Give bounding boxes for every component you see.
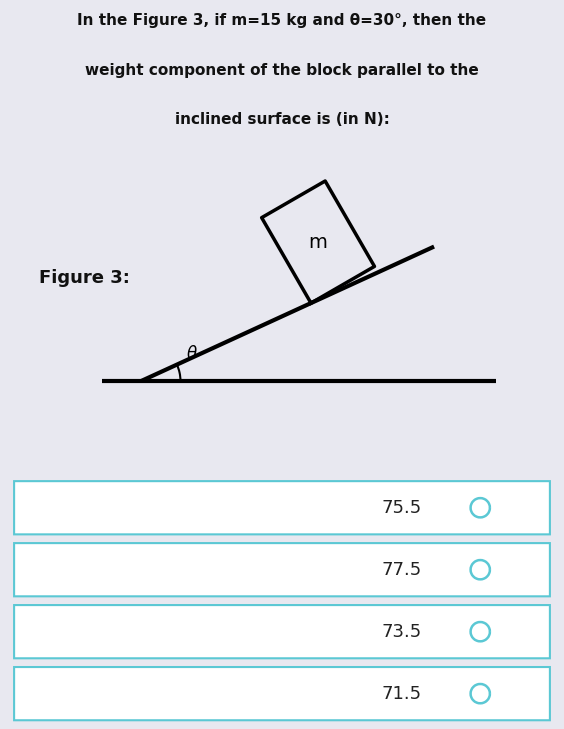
FancyBboxPatch shape: [14, 605, 550, 658]
Text: inclined surface is (in N):: inclined surface is (in N):: [175, 112, 389, 127]
Text: 77.5: 77.5: [381, 561, 421, 579]
Text: Figure 3:: Figure 3:: [39, 269, 130, 287]
Text: 75.5: 75.5: [381, 499, 421, 517]
FancyBboxPatch shape: [14, 481, 550, 534]
Text: In the Figure 3, if m=15 kg and θ=30°, then the: In the Figure 3, if m=15 kg and θ=30°, t…: [77, 13, 487, 28]
FancyBboxPatch shape: [14, 543, 550, 596]
Text: 73.5: 73.5: [381, 623, 421, 641]
Text: m: m: [309, 233, 328, 252]
Text: weight component of the block parallel to the: weight component of the block parallel t…: [85, 63, 479, 78]
FancyBboxPatch shape: [14, 667, 550, 720]
Text: θ: θ: [187, 345, 197, 363]
Text: 71.5: 71.5: [381, 685, 421, 703]
